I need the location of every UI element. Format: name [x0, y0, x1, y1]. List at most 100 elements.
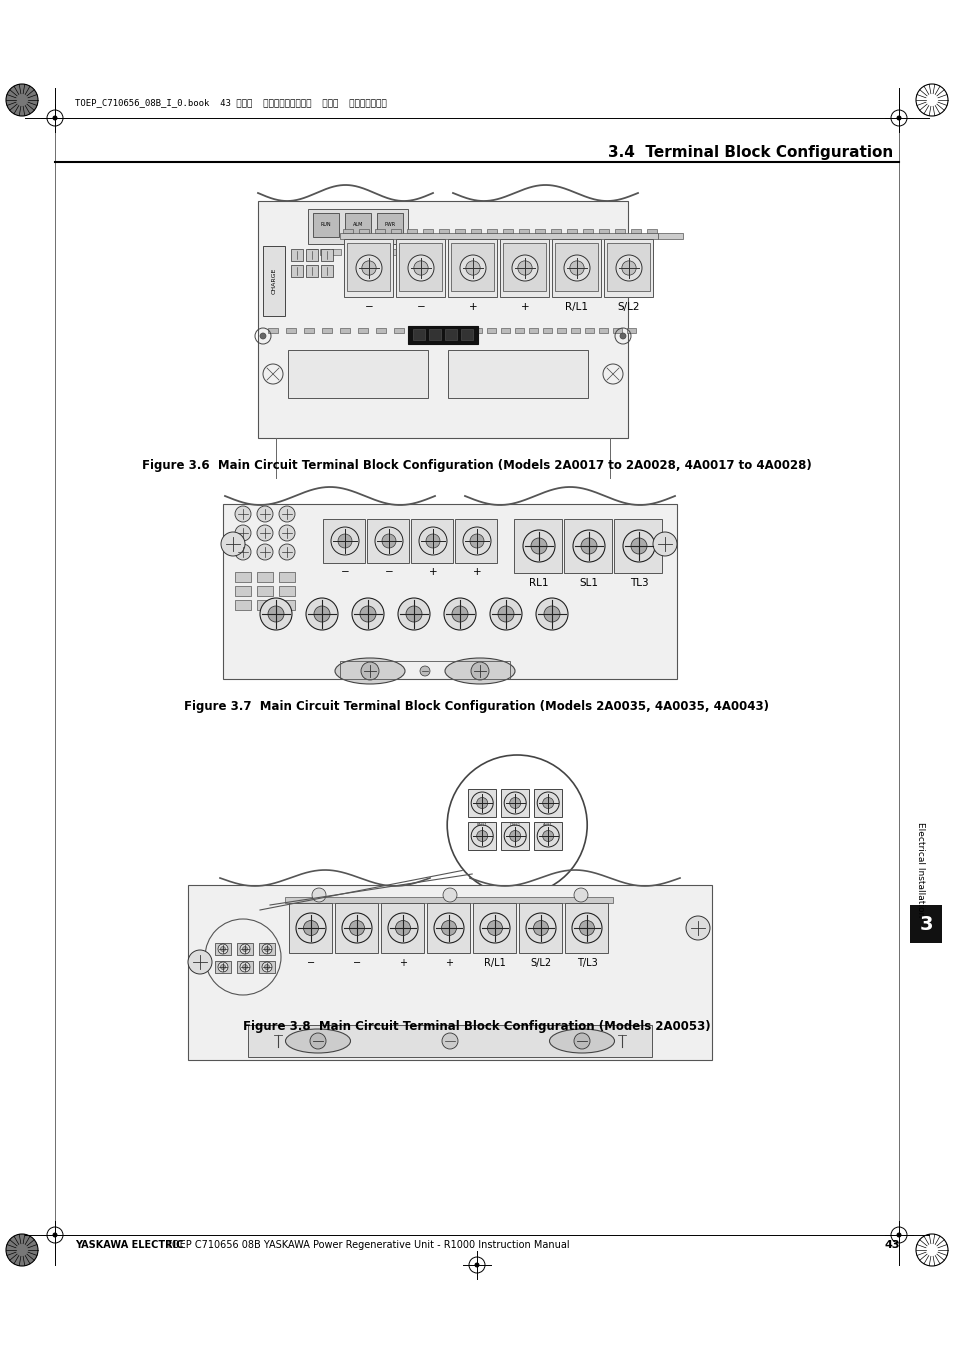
- Circle shape: [414, 261, 428, 276]
- Bar: [306, 249, 317, 261]
- Bar: [407, 230, 416, 232]
- Circle shape: [652, 532, 677, 557]
- Text: −: −: [364, 303, 373, 312]
- Bar: [658, 232, 682, 239]
- Circle shape: [314, 607, 330, 621]
- Bar: [518, 230, 529, 232]
- Bar: [278, 586, 294, 596]
- Text: SL1: SL1: [578, 578, 598, 588]
- Text: −: −: [340, 567, 349, 577]
- Circle shape: [220, 965, 225, 970]
- Text: CHARGE: CHARGE: [272, 267, 276, 295]
- Bar: [223, 504, 677, 680]
- Circle shape: [256, 507, 273, 521]
- Circle shape: [6, 1233, 38, 1266]
- Circle shape: [685, 916, 709, 940]
- Circle shape: [264, 965, 269, 970]
- Bar: [413, 330, 424, 340]
- Ellipse shape: [549, 1029, 614, 1052]
- Text: +: +: [472, 567, 481, 577]
- Circle shape: [303, 920, 318, 935]
- Circle shape: [337, 534, 352, 549]
- Circle shape: [419, 666, 430, 676]
- Circle shape: [434, 913, 463, 943]
- Circle shape: [574, 1043, 587, 1056]
- Circle shape: [352, 598, 384, 630]
- Circle shape: [260, 598, 292, 630]
- Circle shape: [278, 544, 294, 561]
- Circle shape: [262, 962, 272, 971]
- Bar: [285, 897, 613, 902]
- Bar: [552, 239, 600, 297]
- Circle shape: [476, 831, 487, 842]
- Circle shape: [504, 792, 526, 815]
- Circle shape: [465, 261, 479, 276]
- Bar: [355, 249, 365, 255]
- Bar: [368, 249, 376, 255]
- Circle shape: [388, 913, 417, 943]
- Bar: [584, 328, 594, 332]
- Circle shape: [442, 1043, 456, 1056]
- Ellipse shape: [444, 658, 515, 684]
- Bar: [500, 821, 529, 850]
- Circle shape: [509, 831, 520, 842]
- Bar: [557, 328, 565, 332]
- Bar: [909, 905, 941, 943]
- Bar: [214, 961, 231, 973]
- Text: −: −: [353, 958, 360, 969]
- Circle shape: [240, 962, 250, 971]
- Circle shape: [531, 538, 546, 554]
- Circle shape: [525, 913, 556, 943]
- Text: S/L2: S/L2: [530, 958, 551, 969]
- Circle shape: [915, 84, 947, 116]
- Bar: [228, 182, 658, 484]
- Circle shape: [490, 598, 521, 630]
- Bar: [345, 213, 371, 236]
- Circle shape: [256, 526, 273, 540]
- Bar: [308, 249, 316, 255]
- Bar: [394, 328, 403, 332]
- Circle shape: [375, 527, 402, 555]
- Circle shape: [406, 607, 421, 621]
- Bar: [542, 328, 552, 332]
- Bar: [343, 230, 353, 232]
- Bar: [455, 230, 464, 232]
- Bar: [332, 249, 340, 255]
- Bar: [234, 600, 251, 611]
- Bar: [534, 789, 561, 817]
- Bar: [486, 328, 496, 332]
- Bar: [313, 213, 338, 236]
- Bar: [170, 770, 729, 1061]
- Text: +: +: [398, 958, 407, 969]
- Bar: [257, 201, 627, 438]
- Circle shape: [537, 792, 558, 815]
- Bar: [308, 209, 408, 245]
- Text: Electrical Installation: Electrical Installation: [916, 823, 924, 917]
- Bar: [380, 902, 423, 952]
- Bar: [606, 243, 649, 290]
- Circle shape: [188, 950, 212, 974]
- Text: RN11: RN11: [476, 824, 487, 828]
- Bar: [234, 571, 251, 582]
- Circle shape: [441, 920, 456, 935]
- Text: TL3: TL3: [629, 578, 648, 588]
- Bar: [412, 328, 421, 332]
- Circle shape: [443, 598, 476, 630]
- Circle shape: [533, 920, 548, 935]
- Bar: [555, 243, 598, 290]
- Bar: [256, 600, 273, 611]
- Text: 3: 3: [919, 915, 932, 934]
- Circle shape: [312, 1043, 326, 1056]
- Circle shape: [310, 1034, 326, 1048]
- Bar: [500, 789, 529, 817]
- Bar: [236, 961, 253, 973]
- Bar: [358, 230, 369, 232]
- Bar: [263, 246, 285, 316]
- Bar: [514, 519, 561, 573]
- Circle shape: [53, 1233, 57, 1238]
- Circle shape: [442, 888, 456, 902]
- Circle shape: [619, 332, 625, 339]
- Bar: [205, 484, 695, 724]
- Bar: [429, 330, 440, 340]
- Bar: [615, 230, 624, 232]
